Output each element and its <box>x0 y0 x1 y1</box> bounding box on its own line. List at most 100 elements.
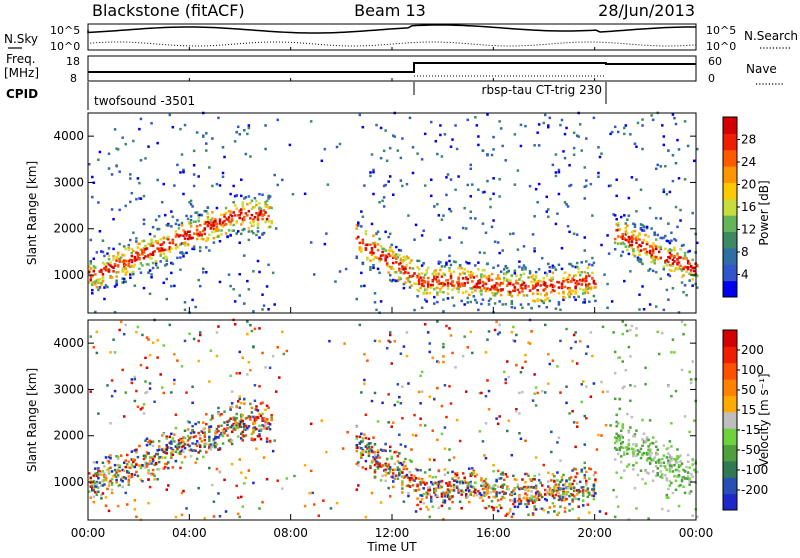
velocity-cell <box>95 461 99 464</box>
power-cell <box>426 266 430 270</box>
velocity-cell <box>674 488 678 492</box>
power-cell <box>677 311 681 314</box>
power-cell <box>355 256 359 260</box>
velocity-cell <box>401 475 404 478</box>
velocity-cell <box>461 354 465 358</box>
velocity-cell <box>521 478 524 481</box>
velocity-cell <box>689 381 693 385</box>
velocity-cell <box>240 495 243 499</box>
power-cell <box>639 249 643 252</box>
power-cell <box>378 271 381 275</box>
power-cell <box>132 249 135 253</box>
velocity-cell <box>559 459 562 462</box>
velocity-cell <box>355 444 359 447</box>
velocity-cell <box>484 456 488 460</box>
power-cell <box>255 233 258 237</box>
nsearch-label: N.Search <box>744 29 798 43</box>
power-cell <box>256 216 260 219</box>
power-cell <box>674 267 678 270</box>
power-cell <box>542 121 545 125</box>
velocity-cell <box>208 435 211 439</box>
velocity-cell <box>490 505 494 509</box>
power-cell <box>232 223 235 227</box>
power-cell <box>434 272 438 276</box>
velocity-cell <box>531 399 535 402</box>
velocity-cell <box>202 455 205 459</box>
power-cell <box>180 224 184 227</box>
power-cell <box>667 249 670 253</box>
power-cell <box>255 199 258 203</box>
colorbar-tick-label: 20 <box>741 178 756 192</box>
velocity-cell <box>153 455 156 458</box>
power-cell <box>212 227 216 231</box>
power-cell <box>466 281 469 284</box>
power-cell <box>142 256 146 260</box>
velocity-cell <box>577 505 580 508</box>
power-cell <box>606 282 609 286</box>
velocity-cell <box>471 467 474 470</box>
power-cell <box>185 234 188 237</box>
power-cell <box>264 200 267 204</box>
velocity-cell <box>510 491 514 494</box>
power-cell <box>326 183 330 186</box>
velocity-cell <box>253 438 257 441</box>
power-cell <box>258 270 261 274</box>
power-cell <box>186 217 190 221</box>
velocity-cell <box>594 480 597 483</box>
velocity-cell <box>388 445 392 449</box>
velocity-cell <box>540 495 544 499</box>
velocity-cell <box>396 400 400 404</box>
power-cell <box>396 149 400 152</box>
velocity-cell <box>171 453 175 456</box>
power-cell <box>384 230 387 234</box>
power-cell <box>647 235 650 238</box>
velocity-cell <box>487 495 491 499</box>
power-cell <box>477 279 480 283</box>
velocity-cell <box>641 477 644 481</box>
power-cell <box>548 116 552 120</box>
power-cell <box>189 218 193 222</box>
velocity-cell <box>442 345 445 349</box>
power-cell <box>557 192 561 196</box>
velocity-cell <box>405 484 409 488</box>
power-cell <box>588 300 591 303</box>
power-cell <box>560 267 564 271</box>
power-cell <box>577 271 580 274</box>
power-cell <box>151 266 155 270</box>
velocity-cell <box>364 467 368 471</box>
power-cell <box>258 211 261 215</box>
power-cell <box>572 295 576 299</box>
velocity-cell <box>191 429 194 432</box>
velocity-cell <box>241 433 245 437</box>
velocity-cell <box>144 454 147 458</box>
velocity-cell <box>454 366 457 369</box>
power-cell <box>452 286 456 289</box>
velocity-cell <box>232 416 235 419</box>
velocity-cell <box>376 462 380 466</box>
power-cell <box>202 238 205 241</box>
power-cell <box>220 213 223 217</box>
power-cell <box>261 193 264 197</box>
velocity-cell <box>489 486 492 490</box>
power-cell <box>496 290 500 294</box>
power-cell <box>537 268 541 271</box>
velocity-cell <box>268 439 272 443</box>
power-cell <box>267 225 270 229</box>
power-cell <box>539 280 542 283</box>
velocity-cell <box>639 447 643 451</box>
velocity-cell <box>360 440 363 444</box>
velocity-cell <box>164 448 167 451</box>
velocity-cell <box>192 431 196 434</box>
power-cell <box>515 279 518 283</box>
velocity-cell <box>585 470 588 474</box>
power-cell <box>689 273 693 276</box>
velocity-cell <box>127 466 131 469</box>
velocity-cell <box>309 422 313 426</box>
velocity-cell <box>440 504 444 508</box>
velocity-cell <box>553 487 556 490</box>
velocity-cell <box>385 457 389 461</box>
velocity-cell <box>147 469 150 472</box>
power-cell <box>568 230 571 234</box>
power-cell <box>229 284 232 288</box>
velocity-cell <box>574 468 577 471</box>
